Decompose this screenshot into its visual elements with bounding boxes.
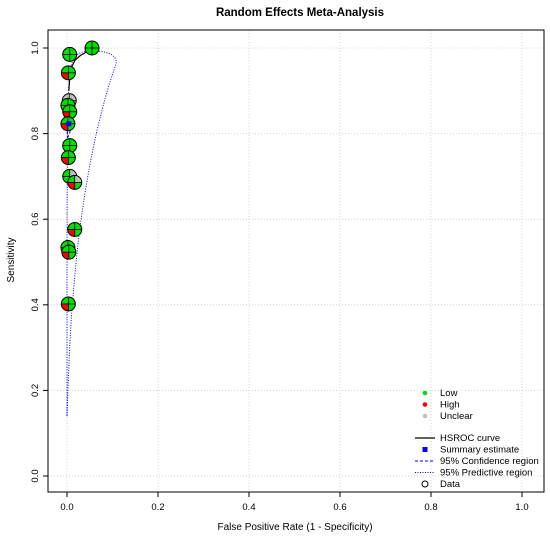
study-quadrant: [60, 116, 68, 124]
study-outline: [67, 174, 83, 190]
study-quadrant: [60, 123, 68, 131]
y-tick-label: 1.0: [30, 41, 41, 54]
study-quadrant: [67, 182, 75, 190]
predictive-region: [66, 50, 117, 417]
study-quadrant: [69, 47, 77, 55]
study-quadrant: [68, 252, 76, 260]
study-quadrant: [62, 138, 70, 146]
study-quadrant: [67, 175, 75, 183]
study-quadrant: [68, 296, 76, 304]
study-outline: [67, 221, 83, 237]
axes: 0.0 0.2 0.4 0.6 0.8 1.0 0.0 0.2 0.4 0.6 0.8 1.0: [30, 41, 529, 513]
legend-line-marker: [421, 480, 429, 488]
study-quadrant: [61, 245, 69, 253]
legend-quality-label: Low: [440, 388, 458, 399]
legend-line-marker: [422, 447, 428, 452]
study-quadrant: [62, 47, 70, 55]
x-axis-label: False Positive Rate (1 - Specificity): [217, 522, 372, 533]
study-point: [60, 65, 76, 81]
x-tick-label: 0.2: [151, 502, 164, 513]
study-quadrant: [67, 229, 75, 237]
study-point: [60, 150, 76, 166]
legend-line-label: 95% Confidence region: [440, 456, 539, 467]
y-tick-label: 0.0: [30, 469, 41, 482]
study-quadrant: [92, 41, 100, 48]
study-quadrant: [68, 245, 76, 253]
legend-line-label: 95% Predictive region: [440, 468, 532, 479]
legend-quality-label: Unclear: [440, 411, 473, 422]
study-outline: [60, 116, 76, 132]
study-quadrant: [74, 175, 82, 183]
y-axis-label: Sensitivity: [6, 237, 17, 282]
plot-frame: [47, 29, 545, 493]
study-outline: [61, 244, 77, 260]
study-quadrant: [69, 54, 77, 62]
legend-quality-marker: [422, 390, 428, 396]
study-quadrant: [61, 252, 69, 260]
study-quadrant: [67, 98, 75, 106]
y-tick-label: 0.6: [30, 213, 41, 226]
data-points: [60, 40, 100, 312]
legend-quality-marker: [422, 413, 428, 419]
study-quadrant: [61, 303, 69, 311]
legend-line-label: HSROC curve: [440, 433, 500, 444]
study-outline: [60, 65, 76, 81]
x-tick-label: 1.0: [515, 502, 528, 513]
study-quadrant: [69, 138, 77, 146]
legend-line-label: Data: [440, 479, 461, 490]
study-quadrant: [85, 48, 93, 55]
study-point: [61, 244, 77, 260]
study-point: [67, 221, 83, 237]
study-quadrant: [85, 41, 93, 48]
x-tick-label: 0.6: [333, 502, 346, 513]
study-point: [62, 46, 78, 62]
grid: [48, 30, 544, 492]
study-outline: [60, 296, 76, 312]
study-quadrant: [61, 296, 69, 304]
study-quadrant: [69, 104, 77, 112]
study-outline: [60, 150, 76, 166]
study-quadrant: [61, 150, 69, 158]
summary-estimate: [66, 121, 72, 127]
study-outline: [62, 46, 78, 62]
study-point: [60, 116, 76, 132]
study-quadrant: [68, 65, 76, 73]
legend-line-label: Summary estimate: [440, 445, 519, 456]
study-quadrant: [62, 54, 70, 62]
study-quadrant: [67, 222, 75, 230]
study-quadrant: [74, 229, 82, 237]
study-quadrant: [92, 48, 100, 55]
y-tick-label: 0.8: [30, 127, 41, 140]
study-quadrant: [74, 222, 82, 230]
study-quadrant: [68, 157, 76, 165]
study-point: [60, 296, 76, 312]
study-quadrant: [62, 104, 70, 112]
study-quadrant: [61, 72, 69, 80]
study-quadrant: [62, 169, 70, 177]
study-quadrant: [61, 65, 69, 73]
y-tick-label: 0.2: [30, 384, 41, 397]
legend-quality-marker: [422, 402, 428, 407]
x-tick-label: 0.4: [242, 502, 255, 513]
study-quadrant: [69, 169, 77, 177]
study-quadrant: [69, 111, 77, 119]
legend-quality-label: High: [440, 400, 460, 411]
study-outline: [84, 40, 100, 56]
study-quadrant: [61, 157, 69, 165]
study-quadrant: [74, 182, 82, 190]
study-quadrant: [68, 72, 76, 80]
chart-title: Random Effects Meta-Analysis: [216, 7, 384, 19]
y-tick-label: 0.4: [30, 298, 41, 311]
study-quadrant: [68, 150, 76, 158]
study-point: [84, 40, 100, 56]
study-quadrant: [60, 98, 68, 106]
x-tick-label: 0.8: [424, 502, 437, 513]
study-quadrant: [68, 303, 76, 311]
x-tick-label: 0.0: [60, 502, 73, 513]
study-point: [67, 174, 83, 190]
